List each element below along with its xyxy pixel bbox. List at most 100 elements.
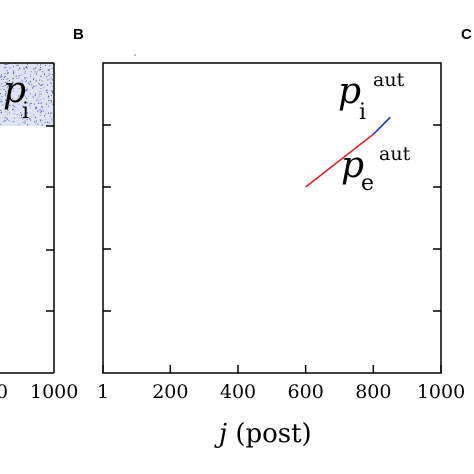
speckle-dot — [12, 66, 14, 68]
speckle-dot — [44, 113, 46, 115]
speckle-dot — [28, 82, 29, 84]
speckle-dot — [5, 108, 7, 110]
speckle-dot — [39, 93, 40, 95]
speckle-dot — [41, 106, 43, 107]
speckle-dot — [42, 71, 44, 73]
x-tick-label: 400 — [220, 381, 256, 403]
speckle-dot — [40, 102, 42, 104]
speckle-dot — [44, 73, 45, 75]
speckle-dot — [32, 96, 34, 98]
speckle-dot — [51, 112, 53, 114]
speckle-dot — [26, 89, 28, 90]
speckle-dot — [26, 77, 28, 79]
left-panel-speckle — [0, 63, 54, 126]
speckle-dot — [28, 104, 30, 106]
speckle-dot — [40, 68, 42, 70]
speckle-dot — [40, 93, 42, 95]
annotation-p-e-aut: p e aut — [341, 143, 411, 196]
speckle-dot — [40, 67, 42, 69]
speckle-dot — [36, 71, 38, 73]
speckle-dot — [48, 122, 50, 124]
speckle-dot — [19, 68, 21, 70]
speckle-dot — [42, 97, 44, 99]
left-panel-tick-label-1000: 1000 — [30, 381, 78, 403]
speckle-dot — [35, 122, 37, 124]
speckle-dot — [45, 90, 47, 92]
speckle-dot — [12, 108, 14, 110]
speckle-dot — [52, 115, 54, 117]
speckle-dot — [49, 78, 51, 80]
panel-b-plot: 1 200 400 600 800 1000 p i aut p e aut j (pos… — [97, 62, 465, 449]
speckle-dot — [11, 87, 13, 89]
speckle-dot — [27, 88, 28, 90]
speckle-dot — [42, 110, 44, 112]
speckle-dot — [43, 86, 45, 88]
speckle-dot — [0, 75, 2, 77]
speckle-dot — [29, 93, 31, 95]
speckle-dot — [6, 83, 8, 85]
speckle-dot — [36, 107, 37, 109]
speckle-dot — [0, 85, 2, 87]
speckle-dot — [17, 64, 19, 66]
speckle-dot — [4, 73, 6, 75]
speckle-dot — [22, 86, 23, 88]
left-panel: p i 0 1000 — [0, 62, 78, 403]
speckle-dot — [5, 102, 7, 104]
speckle-dot — [39, 91, 41, 93]
speckle-dot — [15, 106, 17, 108]
speckle-dot — [21, 82, 23, 84]
speckle-dot — [37, 123, 39, 125]
speckle-dot — [7, 109, 9, 111]
speckle-dot — [27, 119, 29, 121]
speckle-dot — [24, 81, 26, 83]
annotation-p-e-sub: e — [361, 171, 374, 196]
speckle-dot — [36, 106, 38, 108]
speckle-dot — [20, 74, 22, 76]
speckle-dot — [50, 94, 52, 96]
x-axis-title-italic: j — [214, 419, 227, 449]
speckle-dot — [24, 77, 26, 79]
speckle-dot — [7, 118, 9, 120]
x-tick-labels: 1 200 400 600 800 1000 — [97, 381, 465, 403]
speckle-dot — [8, 80, 10, 82]
speckle-dot — [33, 77, 35, 79]
speckle-dot — [33, 103, 35, 105]
speckle-dot — [16, 78, 18, 79]
speckle-dot — [20, 112, 22, 114]
left-panel-annotation-p: p — [3, 70, 26, 111]
speckle-dot — [27, 63, 28, 65]
speckle-dot — [23, 67, 25, 69]
speckle-dot — [40, 109, 42, 111]
speckle-dot — [24, 120, 26, 122]
speckle-dot — [27, 124, 28, 126]
x-tick-label: 600 — [288, 381, 324, 403]
speckle-dot — [5, 99, 6, 101]
speckle-dot — [38, 99, 40, 101]
speckle-dot — [24, 116, 26, 118]
speckle-dot — [24, 123, 26, 124]
speckle-dot — [4, 64, 6, 66]
speckle-dot — [45, 64, 46, 66]
speckle-dot — [0, 123, 2, 125]
speckle-dot — [26, 112, 28, 114]
speckle-dot — [26, 119, 28, 121]
speckle-dot — [35, 93, 36, 95]
speckle-dot — [47, 121, 48, 123]
speckle-dot — [15, 75, 17, 77]
speckle-dot — [52, 92, 54, 94]
speckle-dot — [6, 78, 8, 80]
speckle-dot — [35, 73, 37, 75]
speckle-dot — [21, 117, 22, 119]
speckle-dot — [22, 93, 23, 95]
speckle-dot — [9, 93, 11, 95]
speckle-dot — [26, 97, 27, 99]
speckle-dot — [3, 63, 5, 65]
speckle-dot — [36, 99, 38, 101]
speckle-dot — [30, 76, 32, 78]
speckle-dot — [25, 67, 27, 69]
speckle-dot — [40, 75, 42, 77]
speckle-dot — [48, 112, 49, 114]
speckle-dot — [13, 82, 15, 84]
speckle-dot — [26, 90, 28, 92]
